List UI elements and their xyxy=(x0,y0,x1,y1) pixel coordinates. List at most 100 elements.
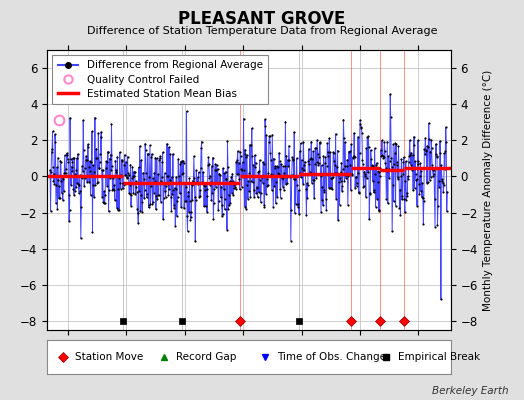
Point xyxy=(253,185,261,191)
Point xyxy=(314,160,323,166)
Point xyxy=(359,184,368,190)
Point xyxy=(275,171,283,178)
Point xyxy=(109,174,117,181)
Point xyxy=(308,156,316,162)
Point xyxy=(258,173,266,179)
Point xyxy=(365,216,374,223)
Point xyxy=(212,184,220,190)
Point xyxy=(130,169,139,175)
Point xyxy=(299,180,307,187)
Point xyxy=(69,155,77,161)
Point xyxy=(365,144,373,150)
Point xyxy=(378,137,386,144)
Point xyxy=(359,183,368,189)
Point xyxy=(172,174,180,180)
Point xyxy=(93,180,102,186)
Point xyxy=(55,183,63,190)
Point xyxy=(149,198,157,205)
Point xyxy=(241,146,249,153)
Point xyxy=(227,190,236,196)
Point xyxy=(198,179,206,185)
Point xyxy=(202,186,211,192)
Point xyxy=(384,153,392,160)
Point xyxy=(339,182,347,189)
Point xyxy=(171,184,179,191)
Point xyxy=(187,209,195,216)
Point xyxy=(236,153,245,159)
Point xyxy=(196,165,205,171)
Point xyxy=(152,193,160,199)
Point xyxy=(364,133,373,140)
Point xyxy=(202,180,210,187)
Point xyxy=(214,206,222,213)
Point xyxy=(154,192,162,198)
Point xyxy=(74,181,83,188)
Point xyxy=(217,184,225,190)
Point xyxy=(104,208,113,214)
Point xyxy=(373,160,381,166)
Point xyxy=(406,151,414,158)
Point xyxy=(253,184,261,190)
Point xyxy=(192,197,200,204)
Point xyxy=(208,163,216,169)
Point xyxy=(316,140,324,146)
Point xyxy=(312,175,320,182)
Point xyxy=(145,174,154,180)
Point xyxy=(117,172,125,179)
Point xyxy=(62,166,70,172)
Point xyxy=(89,182,97,188)
Point xyxy=(331,170,339,176)
Point xyxy=(358,130,366,137)
Point xyxy=(143,194,151,201)
Point xyxy=(188,182,196,188)
Point xyxy=(383,168,391,174)
Point xyxy=(58,174,67,180)
Point xyxy=(102,159,111,165)
Point xyxy=(326,149,334,156)
Point xyxy=(182,198,190,204)
Point xyxy=(399,159,408,165)
Point xyxy=(89,162,97,168)
Point xyxy=(232,186,240,192)
Point xyxy=(141,140,149,147)
Point xyxy=(77,235,85,242)
Point xyxy=(274,164,282,170)
Point xyxy=(170,202,178,208)
Point xyxy=(381,160,389,166)
Point xyxy=(92,146,101,152)
Point xyxy=(303,195,312,201)
Point xyxy=(264,182,272,188)
Point xyxy=(238,159,247,166)
Point xyxy=(374,178,382,185)
Point xyxy=(134,220,143,227)
Point xyxy=(148,151,156,157)
Point xyxy=(257,174,266,181)
Point xyxy=(279,163,287,170)
Point xyxy=(278,184,287,190)
Point xyxy=(209,154,217,161)
Point xyxy=(185,209,193,215)
Point xyxy=(111,197,119,204)
Point xyxy=(436,296,445,302)
Point xyxy=(110,182,118,188)
Point xyxy=(221,168,230,175)
Point xyxy=(101,199,109,206)
Point xyxy=(376,173,384,180)
Point xyxy=(183,228,192,234)
Point xyxy=(115,207,124,213)
Point xyxy=(332,163,341,170)
Point xyxy=(107,166,115,173)
Point xyxy=(277,160,285,167)
Point xyxy=(50,181,59,187)
Point xyxy=(294,187,303,193)
Point xyxy=(325,135,333,141)
Point xyxy=(422,148,431,154)
Point xyxy=(107,121,116,127)
Point xyxy=(358,157,367,163)
Point xyxy=(175,179,183,185)
Point xyxy=(304,146,313,152)
Point xyxy=(157,199,165,205)
Point xyxy=(53,154,62,161)
Point xyxy=(287,237,295,244)
Point xyxy=(219,210,227,217)
